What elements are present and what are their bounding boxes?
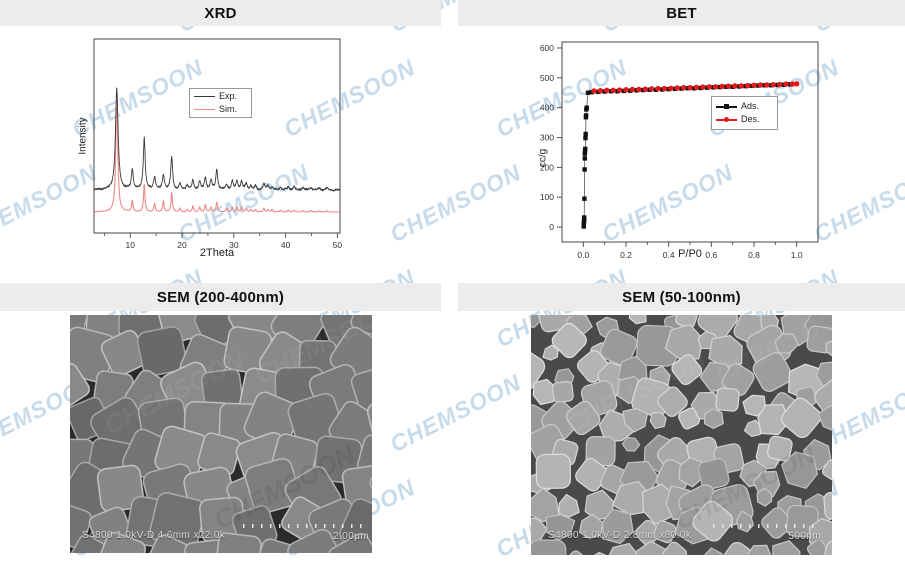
xrd-legend-exp-label: Exp. (219, 91, 238, 102)
panel-title-bet: BET (666, 4, 697, 22)
svg-text:600: 600 (540, 43, 554, 53)
panel-title-xrd: XRD (204, 4, 237, 22)
panel-title-sem-large: SEM (200-400nm) (156, 288, 285, 306)
sem-small-caption: S4800 1.0kV-D 2.8mm x80.0k (548, 530, 692, 541)
svg-text:100: 100 (540, 192, 554, 202)
sem-large-scale-label: 2.00μm (333, 531, 369, 542)
svg-text:400: 400 (540, 103, 554, 113)
svg-text:0.2: 0.2 (620, 250, 632, 260)
exp-line-swatch (194, 92, 215, 101)
xrd-legend: Exp. Sim. (189, 88, 252, 118)
svg-text:50: 50 (333, 240, 343, 250)
bet-ylabel: cc/g (537, 148, 549, 168)
sim-line-swatch (194, 105, 215, 114)
panel-title-sem-small: SEM (50-100nm) (622, 288, 741, 306)
svg-text:0.6: 0.6 (705, 250, 717, 260)
svg-text:1.0: 1.0 (791, 250, 803, 260)
svg-text:0: 0 (549, 222, 554, 232)
svg-text:0.4: 0.4 (663, 250, 675, 260)
sem-large-scalebar (243, 524, 369, 528)
bet-legend-des: Des. (716, 114, 772, 126)
bet-legend-ads: Ads. (716, 101, 772, 113)
ads-marker-swatch (716, 102, 737, 111)
sem-large-caption: S4800 1.0kV-D 4.6mm x22.0k (82, 530, 226, 541)
svg-text:40: 40 (281, 240, 291, 250)
bet-plot: 0.0 0.2 0.4 0.6 0.8 1.0 0 100 200 300 400 500 600 (540, 41, 819, 260)
watermark-text: CHEMSOON (385, 368, 526, 458)
xrd-ylabel: Intensity (77, 117, 89, 155)
panel-header-sem-large: SEM (200-400nm) (0, 283, 441, 311)
svg-text:10: 10 (126, 240, 136, 250)
panel-header-bet: BET (458, 0, 905, 26)
bet-legend-des-label: Des. (741, 114, 760, 124)
xrd-legend-sim: Sim. (194, 104, 246, 116)
bet-xlabel: P/P0 (678, 248, 702, 260)
svg-text:500: 500 (540, 73, 554, 83)
svg-text:300: 300 (540, 133, 554, 143)
svg-text:200: 200 (540, 162, 554, 172)
watermark-text: CHEMSOON (385, 158, 526, 248)
svg-text:20: 20 (177, 240, 187, 250)
sem-small-scale-label: 500nm (788, 531, 821, 542)
svg-text:0.8: 0.8 (748, 250, 760, 260)
bet-legend-ads-label: Ads. (741, 101, 760, 111)
xrd-legend-exp: Exp. (194, 91, 246, 103)
xrd-plot: 10 20 30 40 50 (93, 38, 343, 250)
panel-header-sem-small: SEM (50-100nm) (458, 283, 905, 311)
svg-text:0.0: 0.0 (577, 250, 589, 260)
panel-header-xrd: XRD (0, 0, 441, 26)
sem-small-scalebar (713, 524, 821, 528)
bet-legend: Ads. Des. (711, 96, 778, 130)
des-marker-swatch (716, 115, 737, 124)
svg-text:30: 30 (229, 240, 239, 250)
xrd-legend-sim-label: Sim. (219, 103, 237, 114)
xrd-xlabel: 2Theta (199, 247, 235, 259)
